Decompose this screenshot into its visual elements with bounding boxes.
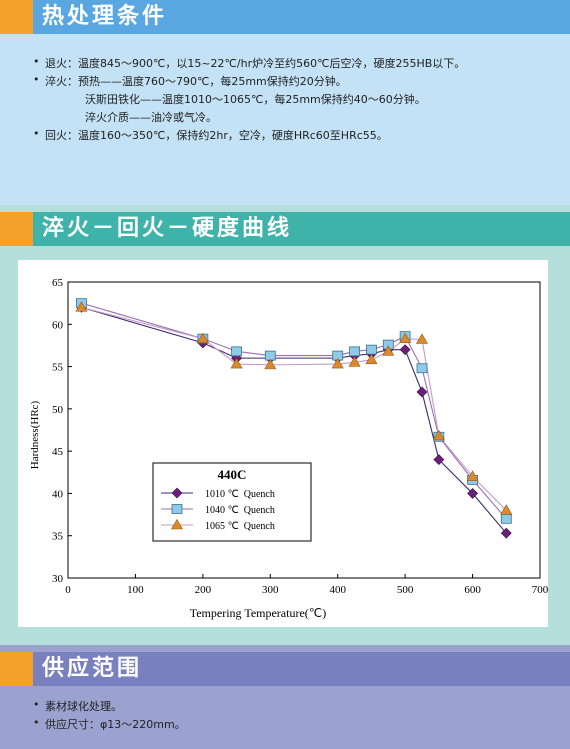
y-tick-label: 30 <box>52 573 64 585</box>
triangle-marker <box>432 429 445 441</box>
x-tick-label: 400 <box>329 584 346 596</box>
square-marker <box>264 350 276 361</box>
supply-header: 供应范围 <box>0 652 570 686</box>
triangle-marker <box>264 358 277 370</box>
triangle-marker <box>466 470 479 481</box>
x-tick-label: 200 <box>195 584 212 596</box>
plot-frame <box>67 281 541 579</box>
triangle-marker <box>399 332 412 343</box>
orange-accent-square <box>0 212 33 246</box>
diamond-marker <box>399 344 411 356</box>
hardness-curve-header: 淬火－回火－硬度曲线 <box>0 212 570 246</box>
y-tick-label: 45 <box>52 446 64 458</box>
y-tick-label: 55 <box>52 362 64 374</box>
y-axis-label: Hardness(HRc) <box>29 400 41 469</box>
heat-treatment-title: 热处理条件 <box>42 4 168 29</box>
x-tick-label: 600 <box>464 584 481 596</box>
bullet-dot: • <box>33 716 40 729</box>
orange-accent-square <box>0 0 33 34</box>
triangle-marker <box>331 357 344 369</box>
x-tick-label: 100 <box>127 584 144 596</box>
diamond-marker <box>467 488 478 499</box>
diamond-marker <box>416 386 428 398</box>
bullet-dot: • <box>33 73 40 86</box>
heat-treatment-header: 热处理条件 <box>0 0 570 34</box>
bullet-dot: • <box>33 55 40 68</box>
orange-accent-square <box>0 652 33 686</box>
triangle-marker <box>348 356 361 367</box>
triangle-marker <box>415 333 429 344</box>
x-axis-label: Tempering Temperature(℃) <box>190 606 327 620</box>
heat-treatment-section <box>0 0 570 205</box>
square-marker <box>416 363 428 374</box>
tempering-line: 回火：温度160～350℃，保持约2hr，空冷，硬度HRc60至HRc55。 <box>45 129 388 142</box>
supply-title: 供应范围 <box>42 656 143 681</box>
triangle-marker <box>75 301 88 312</box>
bullet-dot: • <box>33 698 40 711</box>
legend-entry: 1010 ℃ Quench <box>205 489 275 500</box>
y-tick-label: 35 <box>52 531 64 543</box>
triangle-marker <box>196 332 209 343</box>
y-tick-label: 50 <box>52 404 64 416</box>
diamond-marker <box>500 527 512 539</box>
triangle-marker <box>500 504 513 515</box>
triangle-marker <box>382 345 395 356</box>
square-marker <box>349 346 360 357</box>
diamond-marker <box>433 454 445 466</box>
hardness-curve-title: 淬火－回火－硬度曲线 <box>42 216 293 241</box>
square-marker <box>231 346 242 357</box>
y-tick-label: 65 <box>52 277 64 289</box>
triangle-marker <box>170 518 184 530</box>
diamond-marker <box>171 487 183 499</box>
quench-medium-line: 淬火介质——油冷或气冷。 <box>85 111 217 124</box>
square-marker <box>500 513 512 524</box>
x-tick-label: 0 <box>65 584 71 596</box>
y-tick-label: 60 <box>52 319 64 331</box>
y-tick-label: 40 <box>52 488 64 500</box>
x-tick-label: 700 <box>532 584 548 596</box>
triangle-marker <box>365 353 378 365</box>
legend-entry: 1065 ℃ Quench <box>205 521 275 532</box>
bullet-dot: • <box>33 127 40 140</box>
triangle-marker <box>230 357 243 369</box>
hardness-chart: 0 100 200 300 400 500 600 700 30 35 40 45 50 55 60 65 4… <box>29 277 549 620</box>
annealing-line: 退火：温度845～900℃，以15~22℃/hr炉冷至约560℃后空冷，硬度25… <box>45 57 466 70</box>
legend-title: 440C <box>218 467 247 482</box>
x-tick-label: 300 <box>262 584 279 596</box>
supply-line-spheroidize: 素材球化处理。 <box>45 700 122 713</box>
legend-entry: 1040 ℃ Quench <box>205 505 275 516</box>
supply-line-size: 供应尺寸：φ13～220mm。 <box>45 718 186 731</box>
square-marker <box>366 344 377 355</box>
square-marker <box>171 504 183 514</box>
austenitize-line: 沃斯田铁化——温度1010～1065℃，每25mm保持约40～60分钟。 <box>85 93 426 106</box>
x-tick-label: 500 <box>397 584 414 596</box>
quench-preheat-line: 淬火：预热——温度760～790℃，每25mm保持约20分钟。 <box>45 75 347 88</box>
chart-panel: 0 100 200 300 400 500 600 700 30 35 40 45 50 55 60 65 4… <box>18 260 549 627</box>
